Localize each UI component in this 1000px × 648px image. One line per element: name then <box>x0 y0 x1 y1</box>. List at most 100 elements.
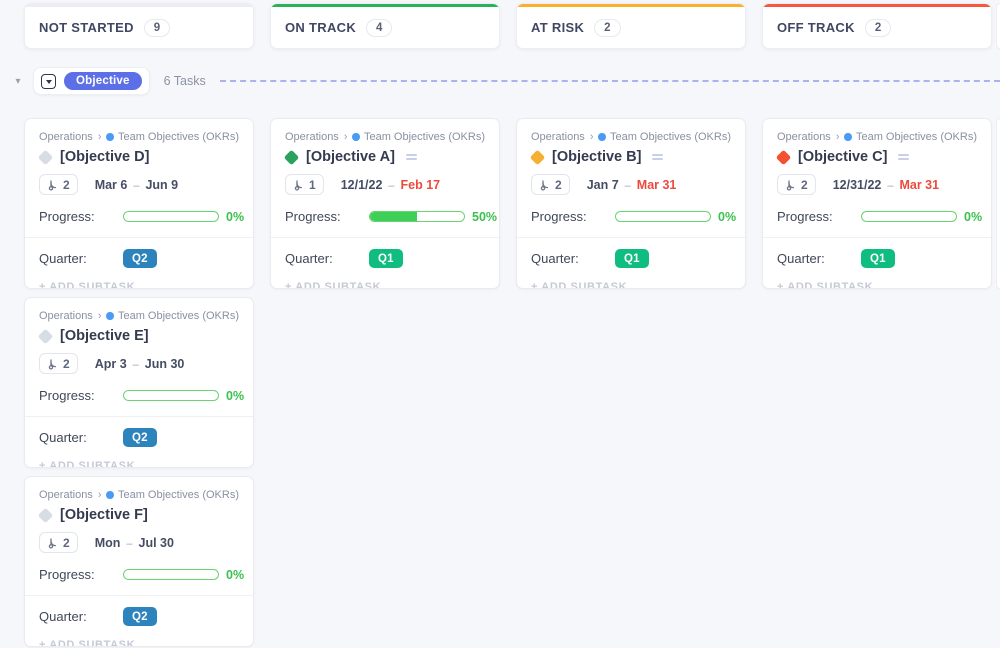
quarter-badge[interactable]: Q1 <box>369 249 403 268</box>
add-subtask-button[interactable]: + ADD SUBTASK <box>531 281 628 289</box>
quarter-badge[interactable]: Q2 <box>123 249 157 268</box>
objective-title[interactable]: [Objective B] <box>552 149 642 165</box>
progress-bar <box>123 569 219 580</box>
quarter-field-label: Quarter: <box>285 251 333 266</box>
card-meta-row: 2 Mon – Jul 30 <box>39 532 239 553</box>
objective-title[interactable]: [Objective A] <box>306 149 395 165</box>
start-date[interactable]: Mon <box>94 535 121 550</box>
breadcrumb-space[interactable]: Operations <box>777 131 831 143</box>
subtask-count-badge[interactable]: 2 <box>531 174 570 195</box>
progress-field-label: Progress: <box>39 567 95 582</box>
objective-title[interactable]: [Objective F] <box>60 507 148 523</box>
breadcrumb-space[interactable]: Operations <box>39 489 93 501</box>
subtask-count-badge[interactable]: 2 <box>777 174 816 195</box>
status-column-header[interactable]: NOT STARTED 9 <box>24 3 254 49</box>
status-diamond-icon[interactable] <box>37 149 54 165</box>
list-color-dot-icon <box>106 491 114 499</box>
list-color-dot-icon <box>106 133 114 141</box>
breadcrumb-list[interactable]: Team Objectives (OKRs) <box>117 489 239 501</box>
start-date[interactable]: Mar 6 <box>94 177 128 192</box>
breadcrumb-list[interactable]: Team Objectives (OKRs) <box>609 131 731 143</box>
subtask-count-badge[interactable]: 2 <box>39 353 78 374</box>
status-column-header[interactable]: ON TRACK 4 <box>270 3 500 49</box>
collapse-caret-icon[interactable]: ▾ <box>15 75 21 87</box>
card-title-row: [Objective D] <box>37 149 239 165</box>
status-diamond-icon[interactable] <box>529 149 546 165</box>
start-date[interactable]: Jan 7 <box>586 177 619 192</box>
due-date[interactable]: Jun 9 <box>145 177 179 192</box>
objective-title[interactable]: [Objective C] <box>798 149 888 165</box>
breadcrumb-separator-icon: › <box>343 131 348 143</box>
start-date[interactable]: 12/1/22 <box>340 177 383 192</box>
breadcrumb-list[interactable]: Team Objectives (OKRs) <box>855 131 977 143</box>
breadcrumb-list[interactable]: Team Objectives (OKRs) <box>117 310 239 322</box>
status-diamond-icon[interactable] <box>37 328 54 344</box>
status-column-header[interactable]: OFF TRACK 2 <box>762 3 992 49</box>
subtask-count: 2 <box>63 177 70 192</box>
status-column-header[interactable]: AT RISK 2 <box>516 3 746 49</box>
list-color-dot-icon <box>106 312 114 320</box>
add-subtask-button[interactable]: + ADD SUBTASK <box>285 281 382 289</box>
progress-bar <box>615 211 711 222</box>
quarter-row: Quarter: Q2 <box>39 607 239 626</box>
quarter-field-label: Quarter: <box>39 430 87 445</box>
objective-card[interactable]: Operations › Team Objectives (OKRs) [Obj… <box>24 476 254 647</box>
status-diamond-icon[interactable] <box>37 507 54 523</box>
due-date[interactable]: Mar 31 <box>636 177 677 192</box>
progress-percent: 0% <box>226 567 245 582</box>
card-meta-row: 1 12/1/22 – Feb 17 <box>285 174 485 195</box>
quarter-badge[interactable]: Q2 <box>123 607 157 626</box>
due-date[interactable]: Mar 31 <box>899 177 940 192</box>
quarter-field-label: Quarter: <box>777 251 825 266</box>
board-column: Operations › Team Objectives (OKRs) [Obj… <box>516 118 746 289</box>
subtask-count-badge[interactable]: 2 <box>39 174 78 195</box>
status-column-count: 4 <box>366 18 393 37</box>
objective-title[interactable]: [Objective D] <box>60 149 150 165</box>
breadcrumb-space[interactable]: Operations <box>285 131 339 143</box>
breadcrumb-space[interactable]: Operations <box>39 310 93 322</box>
breadcrumb-list[interactable]: Team Objectives (OKRs) <box>117 131 239 143</box>
due-date[interactable]: Feb 17 <box>400 177 441 192</box>
progress-bar <box>861 211 957 222</box>
quarter-badge[interactable]: Q2 <box>123 428 157 447</box>
card-divider <box>271 237 499 238</box>
objective-card[interactable]: Operations › Team Objectives (OKRs) [Obj… <box>24 118 254 289</box>
next-column-card-sliver <box>996 118 1000 289</box>
due-date[interactable]: Jun 30 <box>144 356 185 371</box>
breadcrumb-list[interactable]: Team Objectives (OKRs) <box>363 131 485 143</box>
objective-card[interactable]: Operations › Team Objectives (OKRs) [Obj… <box>762 118 992 289</box>
objective-tag[interactable]: Objective <box>64 72 142 90</box>
subtask-count-badge[interactable]: 2 <box>39 532 78 553</box>
progress-field-label: Progress: <box>39 209 95 224</box>
add-subtask-button[interactable]: + ADD SUBTASK <box>777 281 874 289</box>
next-column-header-sliver <box>996 3 1000 49</box>
quarter-badge[interactable]: Q1 <box>861 249 895 268</box>
add-subtask-button[interactable]: + ADD SUBTASK <box>39 639 136 647</box>
subtask-icon <box>540 179 549 191</box>
progress-row: Progress: 0% <box>39 567 244 582</box>
progress-row: Progress: 0% <box>531 209 736 224</box>
objective-card[interactable]: Operations › Team Objectives (OKRs) [Obj… <box>24 297 254 468</box>
subtask-count-badge[interactable]: 1 <box>285 174 324 195</box>
breadcrumb-space[interactable]: Operations <box>39 131 93 143</box>
date-separator: – <box>132 358 139 371</box>
status-diamond-icon[interactable] <box>775 149 792 165</box>
quarter-row: Quarter: Q1 <box>531 249 731 268</box>
task-type-selector[interactable]: Objective <box>33 67 150 95</box>
start-date[interactable]: 12/31/22 <box>832 177 882 192</box>
objective-card[interactable]: Operations › Team Objectives (OKRs) [Obj… <box>270 118 500 289</box>
objective-title[interactable]: [Objective E] <box>60 328 149 344</box>
due-date[interactable]: Jul 30 <box>138 535 174 550</box>
subtask-count: 1 <box>309 177 316 192</box>
group-row: ▾ Objective 6 Tasks <box>0 66 1000 96</box>
date-separator: – <box>126 537 133 550</box>
status-diamond-icon[interactable] <box>283 149 300 165</box>
status-column-label: AT RISK <box>531 20 585 35</box>
subtask-count: 2 <box>555 177 562 192</box>
start-date[interactable]: Apr 3 <box>94 356 127 371</box>
breadcrumb-space[interactable]: Operations <box>531 131 585 143</box>
add-subtask-button[interactable]: + ADD SUBTASK <box>39 460 136 468</box>
objective-card[interactable]: Operations › Team Objectives (OKRs) [Obj… <box>516 118 746 289</box>
add-subtask-button[interactable]: + ADD SUBTASK <box>39 281 136 289</box>
quarter-badge[interactable]: Q1 <box>615 249 649 268</box>
